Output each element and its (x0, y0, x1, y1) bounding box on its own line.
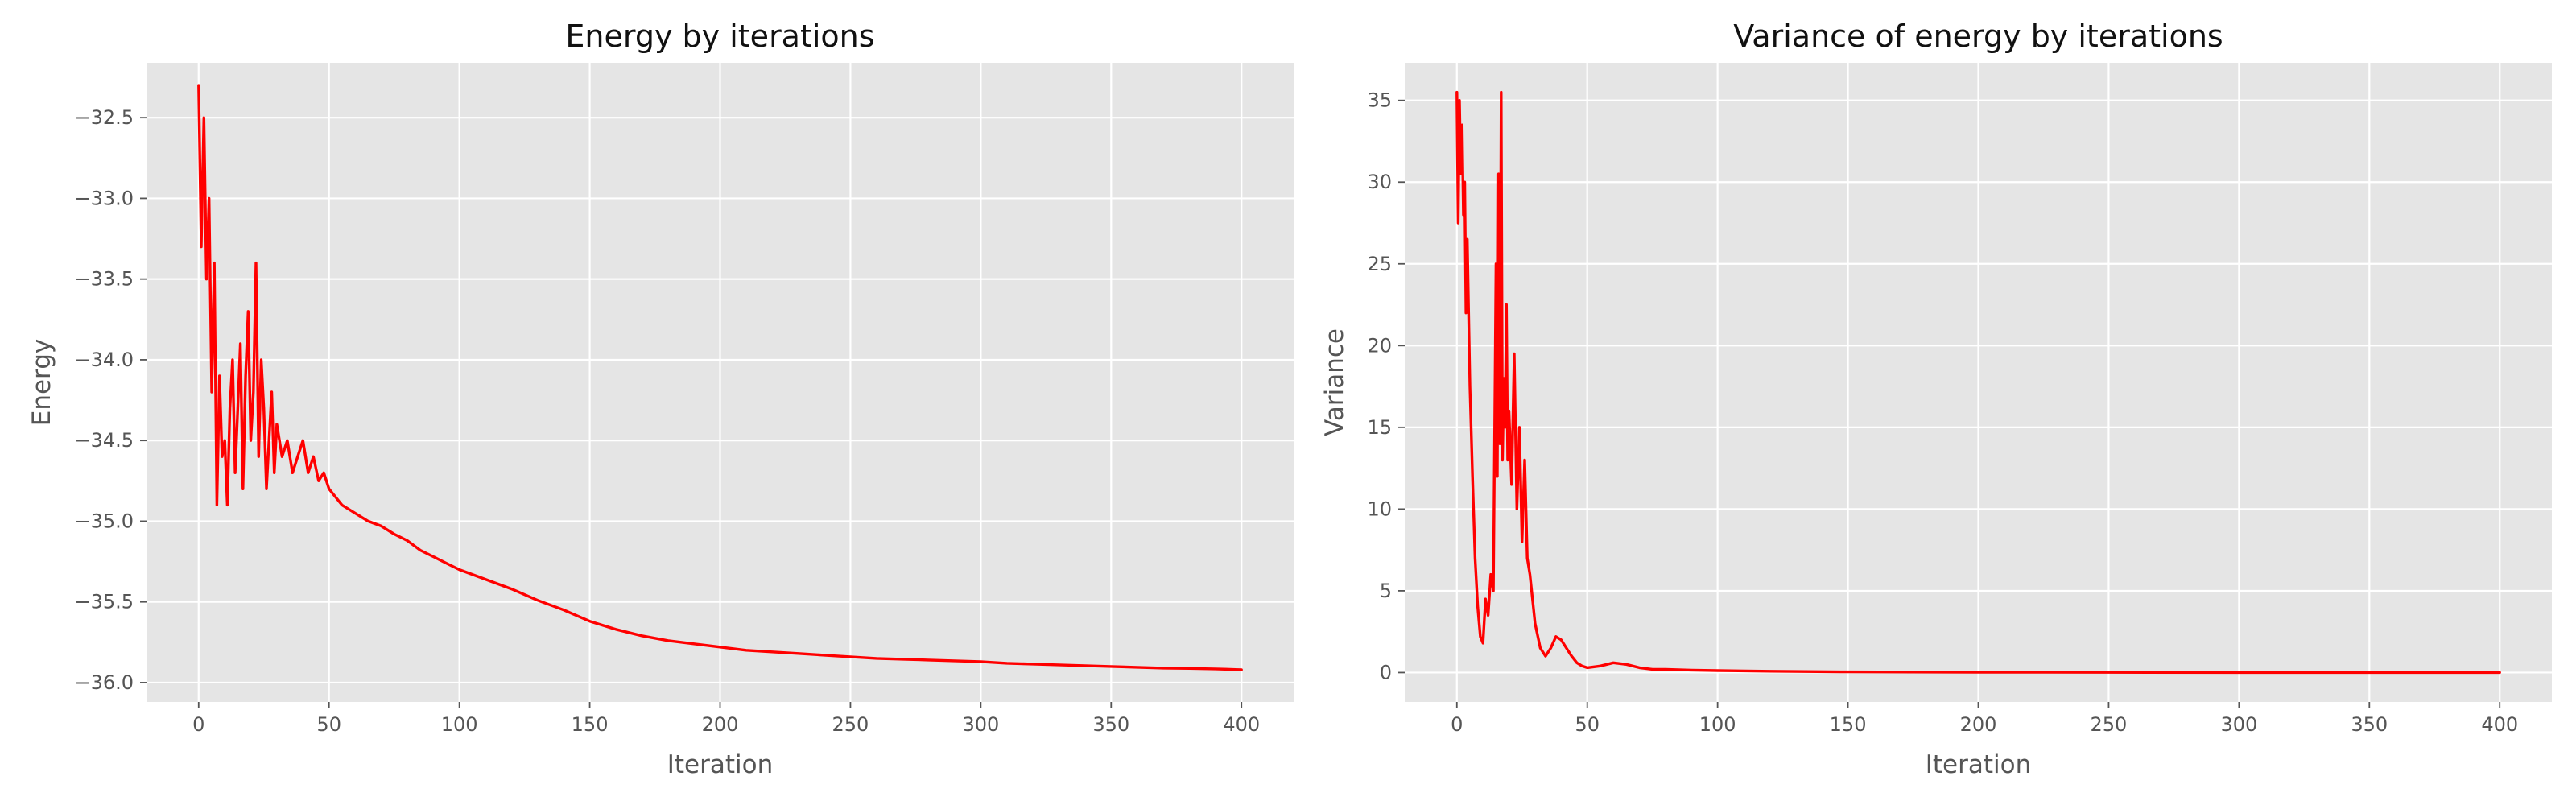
energy-y-tick-label: −34.5 (74, 429, 134, 452)
variance-x-tick-label: 0 (1451, 713, 1463, 736)
variance-x-tick-label: 300 (2220, 713, 2257, 736)
variance-x-tick-label: 50 (1575, 713, 1600, 736)
variance-y-tick-label: 20 (1367, 334, 1392, 357)
variance-ticks: 0 50 100 150 200 250 300 350 400 0 5 10 15 20 25 30 35 (1367, 89, 2518, 736)
variance-y-axis-label: Variance (1320, 328, 1349, 436)
variance-y-tick-label: 15 (1367, 416, 1392, 439)
variance-x-tick-label: 150 (1830, 713, 1867, 736)
energy-y-tick-label: −33.5 (74, 268, 134, 291)
variance-y-tick-label: 0 (1380, 661, 1392, 683)
energy-y-tick-label: −33.0 (74, 187, 134, 209)
energy-series-line (197, 84, 1243, 671)
energy-y-tick-label: −35.0 (74, 510, 134, 532)
variance-x-axis-label: Iteration (1926, 750, 2032, 779)
energy-chart-panel: 0 50 100 150 200 250 300 350 400 −36.0 −35.5 −35.0 −… (27, 19, 1294, 779)
variance-x-tick-label: 200 (1960, 713, 1997, 736)
energy-x-tick-label: 100 (441, 713, 478, 736)
energy-x-tick-label: 400 (1223, 713, 1260, 736)
variance-y-tick-label: 35 (1367, 89, 1392, 112)
energy-y-tick-label: −35.5 (74, 591, 134, 613)
energy-chart-title: Energy by iterations (565, 19, 874, 54)
variance-chart-title: Variance of energy by iterations (1733, 19, 2223, 54)
variance-x-tick-label: 350 (2351, 713, 2388, 736)
energy-y-tick-label: −36.0 (74, 671, 134, 694)
energy-x-tick-label: 200 (702, 713, 739, 736)
energy-x-tick-label: 350 (1092, 713, 1129, 736)
energy-ticks: 0 50 100 150 200 250 300 350 400 −36.0 −35.5 −35.0 −… (74, 106, 1260, 736)
energy-x-tick-label: 0 (192, 713, 204, 736)
energy-x-axis-label: Iteration (667, 750, 774, 779)
variance-y-tick-label: 5 (1380, 580, 1392, 602)
energy-y-tick-label: −34.0 (74, 349, 134, 371)
energy-x-tick-label: 300 (962, 713, 999, 736)
variance-series-line (1455, 90, 2501, 675)
energy-x-tick-label: 250 (832, 713, 869, 736)
variance-x-tick-label: 100 (1699, 713, 1736, 736)
variance-x-tick-label: 250 (2091, 713, 2128, 736)
variance-y-tick-label: 10 (1367, 497, 1392, 520)
variance-y-tick-label: 25 (1367, 253, 1392, 275)
energy-y-axis-label: Energy (27, 339, 56, 427)
energy-series (197, 84, 1243, 671)
energy-grid (147, 63, 1294, 702)
energy-x-tick-label: 150 (572, 713, 609, 736)
energy-y-tick-label: −32.5 (74, 106, 134, 129)
variance-series (1455, 90, 2501, 675)
variance-x-tick-label: 400 (2481, 713, 2518, 736)
variance-chart-panel: 0 50 100 150 200 250 300 350 400 0 5 10 15 20 25 30 35 V… (1320, 19, 2552, 779)
energy-x-tick-label: 50 (316, 713, 341, 736)
variance-y-tick-label: 30 (1367, 171, 1392, 193)
